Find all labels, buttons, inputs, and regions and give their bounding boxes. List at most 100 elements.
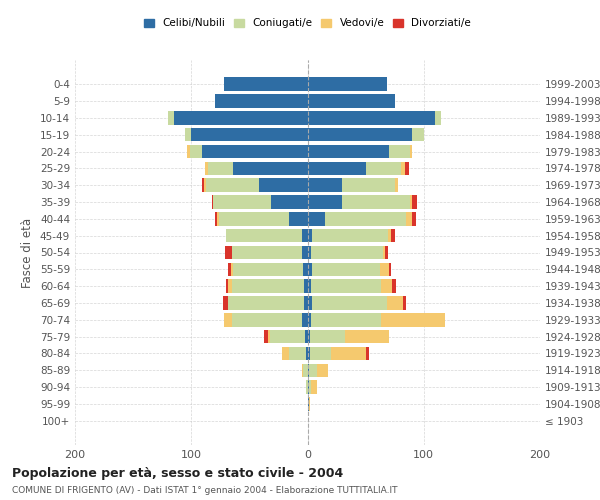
Bar bbox=[343, 196, 410, 209]
Bar bbox=[381, 313, 445, 326]
Bar bbox=[308, 364, 317, 377]
Bar bbox=[224, 313, 232, 326]
Bar bbox=[229, 296, 304, 310]
Bar bbox=[317, 364, 328, 377]
Bar bbox=[202, 145, 308, 158]
Bar bbox=[392, 280, 396, 293]
Bar bbox=[389, 145, 410, 158]
Bar bbox=[308, 212, 325, 226]
Bar bbox=[226, 229, 302, 242]
Bar bbox=[325, 212, 406, 226]
Bar bbox=[303, 364, 308, 377]
Bar bbox=[229, 280, 232, 293]
Bar bbox=[208, 162, 233, 175]
Bar bbox=[380, 262, 389, 276]
Bar bbox=[232, 280, 304, 293]
Bar bbox=[271, 196, 308, 209]
Bar bbox=[311, 313, 381, 326]
Bar bbox=[311, 246, 383, 259]
Bar bbox=[191, 128, 308, 141]
Bar bbox=[311, 380, 317, 394]
Bar bbox=[304, 280, 308, 293]
Text: Popolazione per età, sesso e stato civile - 2004: Popolazione per età, sesso e stato civil… bbox=[12, 467, 343, 480]
Bar bbox=[308, 196, 343, 209]
Bar bbox=[343, 178, 395, 192]
Bar bbox=[212, 196, 214, 209]
Bar bbox=[289, 212, 308, 226]
Bar bbox=[302, 246, 308, 259]
Bar bbox=[168, 111, 174, 124]
Bar bbox=[226, 280, 229, 293]
Bar bbox=[308, 313, 311, 326]
Bar bbox=[412, 128, 424, 141]
Bar bbox=[303, 262, 308, 276]
Bar bbox=[406, 212, 412, 226]
Bar bbox=[412, 196, 417, 209]
Bar bbox=[302, 313, 308, 326]
Bar bbox=[232, 313, 302, 326]
Bar bbox=[388, 229, 391, 242]
Bar bbox=[389, 262, 391, 276]
Bar bbox=[259, 178, 308, 192]
Legend: Celibi/Nubili, Coniugati/e, Vedovi/e, Divorziati/e: Celibi/Nubili, Coniugati/e, Vedovi/e, Di… bbox=[140, 15, 475, 32]
Bar bbox=[308, 78, 386, 91]
Bar bbox=[308, 229, 312, 242]
Bar bbox=[401, 162, 405, 175]
Bar bbox=[308, 380, 311, 394]
Bar bbox=[217, 212, 219, 226]
Bar bbox=[410, 196, 412, 209]
Bar bbox=[308, 346, 310, 360]
Bar bbox=[365, 162, 401, 175]
Bar bbox=[271, 330, 305, 344]
Bar bbox=[312, 296, 386, 310]
Bar bbox=[308, 397, 310, 410]
Bar bbox=[282, 346, 289, 360]
Bar bbox=[383, 246, 385, 259]
Bar bbox=[331, 346, 365, 360]
Bar bbox=[229, 262, 231, 276]
Bar bbox=[233, 262, 303, 276]
Bar bbox=[225, 246, 232, 259]
Bar bbox=[381, 280, 392, 293]
Bar bbox=[223, 296, 229, 310]
Y-axis label: Fasce di età: Fasce di età bbox=[22, 218, 34, 288]
Bar bbox=[187, 145, 190, 158]
Bar bbox=[190, 145, 202, 158]
Bar bbox=[307, 346, 308, 360]
Bar bbox=[308, 94, 395, 108]
Bar bbox=[312, 229, 388, 242]
Bar bbox=[214, 196, 271, 209]
Bar bbox=[308, 262, 312, 276]
Bar bbox=[410, 145, 412, 158]
Bar bbox=[185, 128, 191, 141]
Bar bbox=[403, 296, 406, 310]
Bar bbox=[206, 178, 259, 192]
Bar bbox=[344, 330, 389, 344]
Bar bbox=[302, 229, 308, 242]
Bar bbox=[308, 128, 412, 141]
Bar bbox=[265, 330, 268, 344]
Bar bbox=[204, 178, 206, 192]
Bar bbox=[305, 330, 308, 344]
Bar bbox=[304, 296, 308, 310]
Bar bbox=[174, 111, 308, 124]
Bar bbox=[405, 162, 409, 175]
Bar bbox=[312, 262, 380, 276]
Bar bbox=[310, 346, 331, 360]
Bar bbox=[310, 330, 344, 344]
Bar bbox=[268, 330, 271, 344]
Bar bbox=[308, 145, 389, 158]
Bar bbox=[289, 346, 307, 360]
Bar bbox=[215, 212, 217, 226]
Bar bbox=[391, 229, 395, 242]
Bar bbox=[311, 280, 381, 293]
Bar bbox=[233, 162, 308, 175]
Bar bbox=[308, 178, 343, 192]
Bar bbox=[308, 280, 311, 293]
Bar bbox=[386, 296, 403, 310]
Bar bbox=[202, 178, 204, 192]
Bar bbox=[307, 380, 308, 394]
Bar bbox=[205, 162, 208, 175]
Bar bbox=[365, 346, 369, 360]
Bar bbox=[308, 246, 311, 259]
